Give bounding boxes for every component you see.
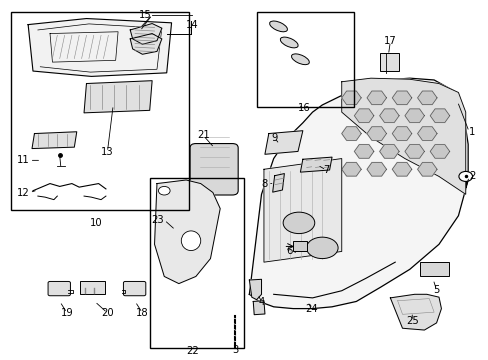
- Polygon shape: [249, 279, 261, 300]
- Text: 25: 25: [405, 316, 418, 326]
- FancyBboxPatch shape: [123, 282, 145, 296]
- Ellipse shape: [280, 37, 298, 48]
- Polygon shape: [341, 162, 361, 176]
- Text: 6: 6: [285, 246, 291, 256]
- Text: 16: 16: [297, 103, 309, 113]
- Bar: [80, 281, 105, 294]
- Polygon shape: [417, 162, 436, 176]
- Text: 4: 4: [258, 297, 264, 307]
- Text: 17: 17: [383, 36, 396, 46]
- Text: 7: 7: [323, 165, 329, 175]
- Polygon shape: [341, 91, 361, 105]
- Polygon shape: [28, 18, 171, 76]
- Text: 24: 24: [305, 304, 317, 314]
- FancyBboxPatch shape: [48, 282, 70, 296]
- Bar: [11, 12, 188, 210]
- Text: 11: 11: [17, 156, 30, 165]
- Text: 21: 21: [196, 130, 209, 140]
- Text: 15: 15: [139, 10, 152, 20]
- Bar: [379, 53, 398, 71]
- Polygon shape: [272, 174, 284, 192]
- Ellipse shape: [291, 54, 309, 65]
- Text: 22: 22: [186, 346, 199, 356]
- Ellipse shape: [306, 237, 337, 258]
- Text: 9: 9: [271, 133, 277, 143]
- Polygon shape: [379, 109, 398, 122]
- Text: 10: 10: [90, 218, 102, 228]
- Polygon shape: [84, 81, 152, 113]
- Text: 13: 13: [101, 147, 114, 157]
- Polygon shape: [391, 91, 411, 105]
- Polygon shape: [154, 180, 220, 284]
- Polygon shape: [341, 127, 361, 140]
- Polygon shape: [404, 109, 424, 122]
- Polygon shape: [417, 127, 436, 140]
- Text: 8: 8: [261, 179, 267, 189]
- Text: 12: 12: [17, 188, 30, 198]
- Polygon shape: [354, 145, 373, 158]
- Text: 1: 1: [468, 127, 474, 137]
- Text: 23: 23: [151, 215, 164, 225]
- Polygon shape: [366, 162, 386, 176]
- Text: 14: 14: [185, 19, 198, 30]
- Polygon shape: [404, 145, 424, 158]
- Bar: [149, 178, 244, 348]
- Polygon shape: [264, 131, 302, 154]
- Polygon shape: [429, 109, 449, 122]
- Text: 2: 2: [468, 171, 474, 181]
- Polygon shape: [417, 91, 436, 105]
- Text: 5: 5: [432, 285, 439, 295]
- Polygon shape: [341, 78, 465, 194]
- Polygon shape: [264, 158, 341, 262]
- Ellipse shape: [269, 21, 287, 32]
- Ellipse shape: [181, 231, 201, 251]
- Ellipse shape: [283, 212, 314, 234]
- Polygon shape: [389, 294, 441, 330]
- Polygon shape: [366, 127, 386, 140]
- Polygon shape: [300, 157, 331, 172]
- Polygon shape: [429, 145, 449, 158]
- Circle shape: [458, 171, 471, 181]
- Polygon shape: [391, 127, 411, 140]
- Polygon shape: [354, 109, 373, 122]
- Polygon shape: [366, 91, 386, 105]
- Polygon shape: [379, 145, 398, 158]
- Bar: [256, 12, 353, 107]
- Bar: [292, 242, 306, 251]
- Polygon shape: [130, 23, 162, 44]
- Text: 20: 20: [101, 308, 114, 318]
- Circle shape: [158, 186, 170, 195]
- Text: 3: 3: [232, 345, 238, 355]
- Polygon shape: [130, 33, 162, 54]
- FancyBboxPatch shape: [190, 144, 238, 195]
- Polygon shape: [32, 132, 77, 149]
- Polygon shape: [249, 78, 467, 309]
- Text: 18: 18: [136, 308, 148, 318]
- Bar: [419, 262, 448, 276]
- Polygon shape: [391, 162, 411, 176]
- Text: 19: 19: [61, 308, 73, 318]
- Polygon shape: [253, 301, 264, 315]
